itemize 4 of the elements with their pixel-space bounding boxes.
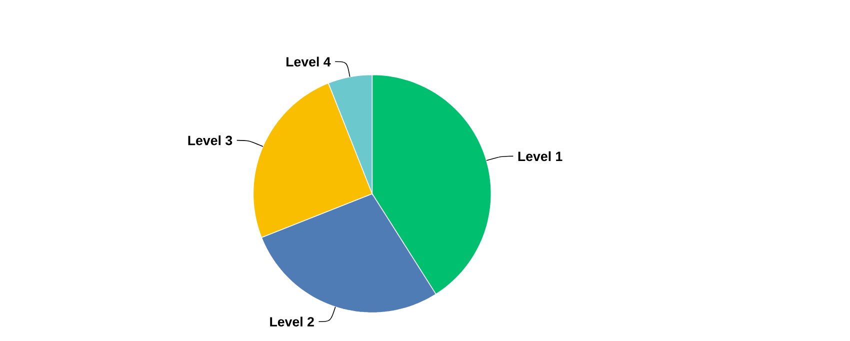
slice-label: Level 3 bbox=[188, 135, 232, 146]
slice-label: Level 2 bbox=[270, 316, 314, 326]
slice-label: Level 4 bbox=[286, 56, 331, 67]
slice-label: Level 1 bbox=[518, 151, 562, 162]
